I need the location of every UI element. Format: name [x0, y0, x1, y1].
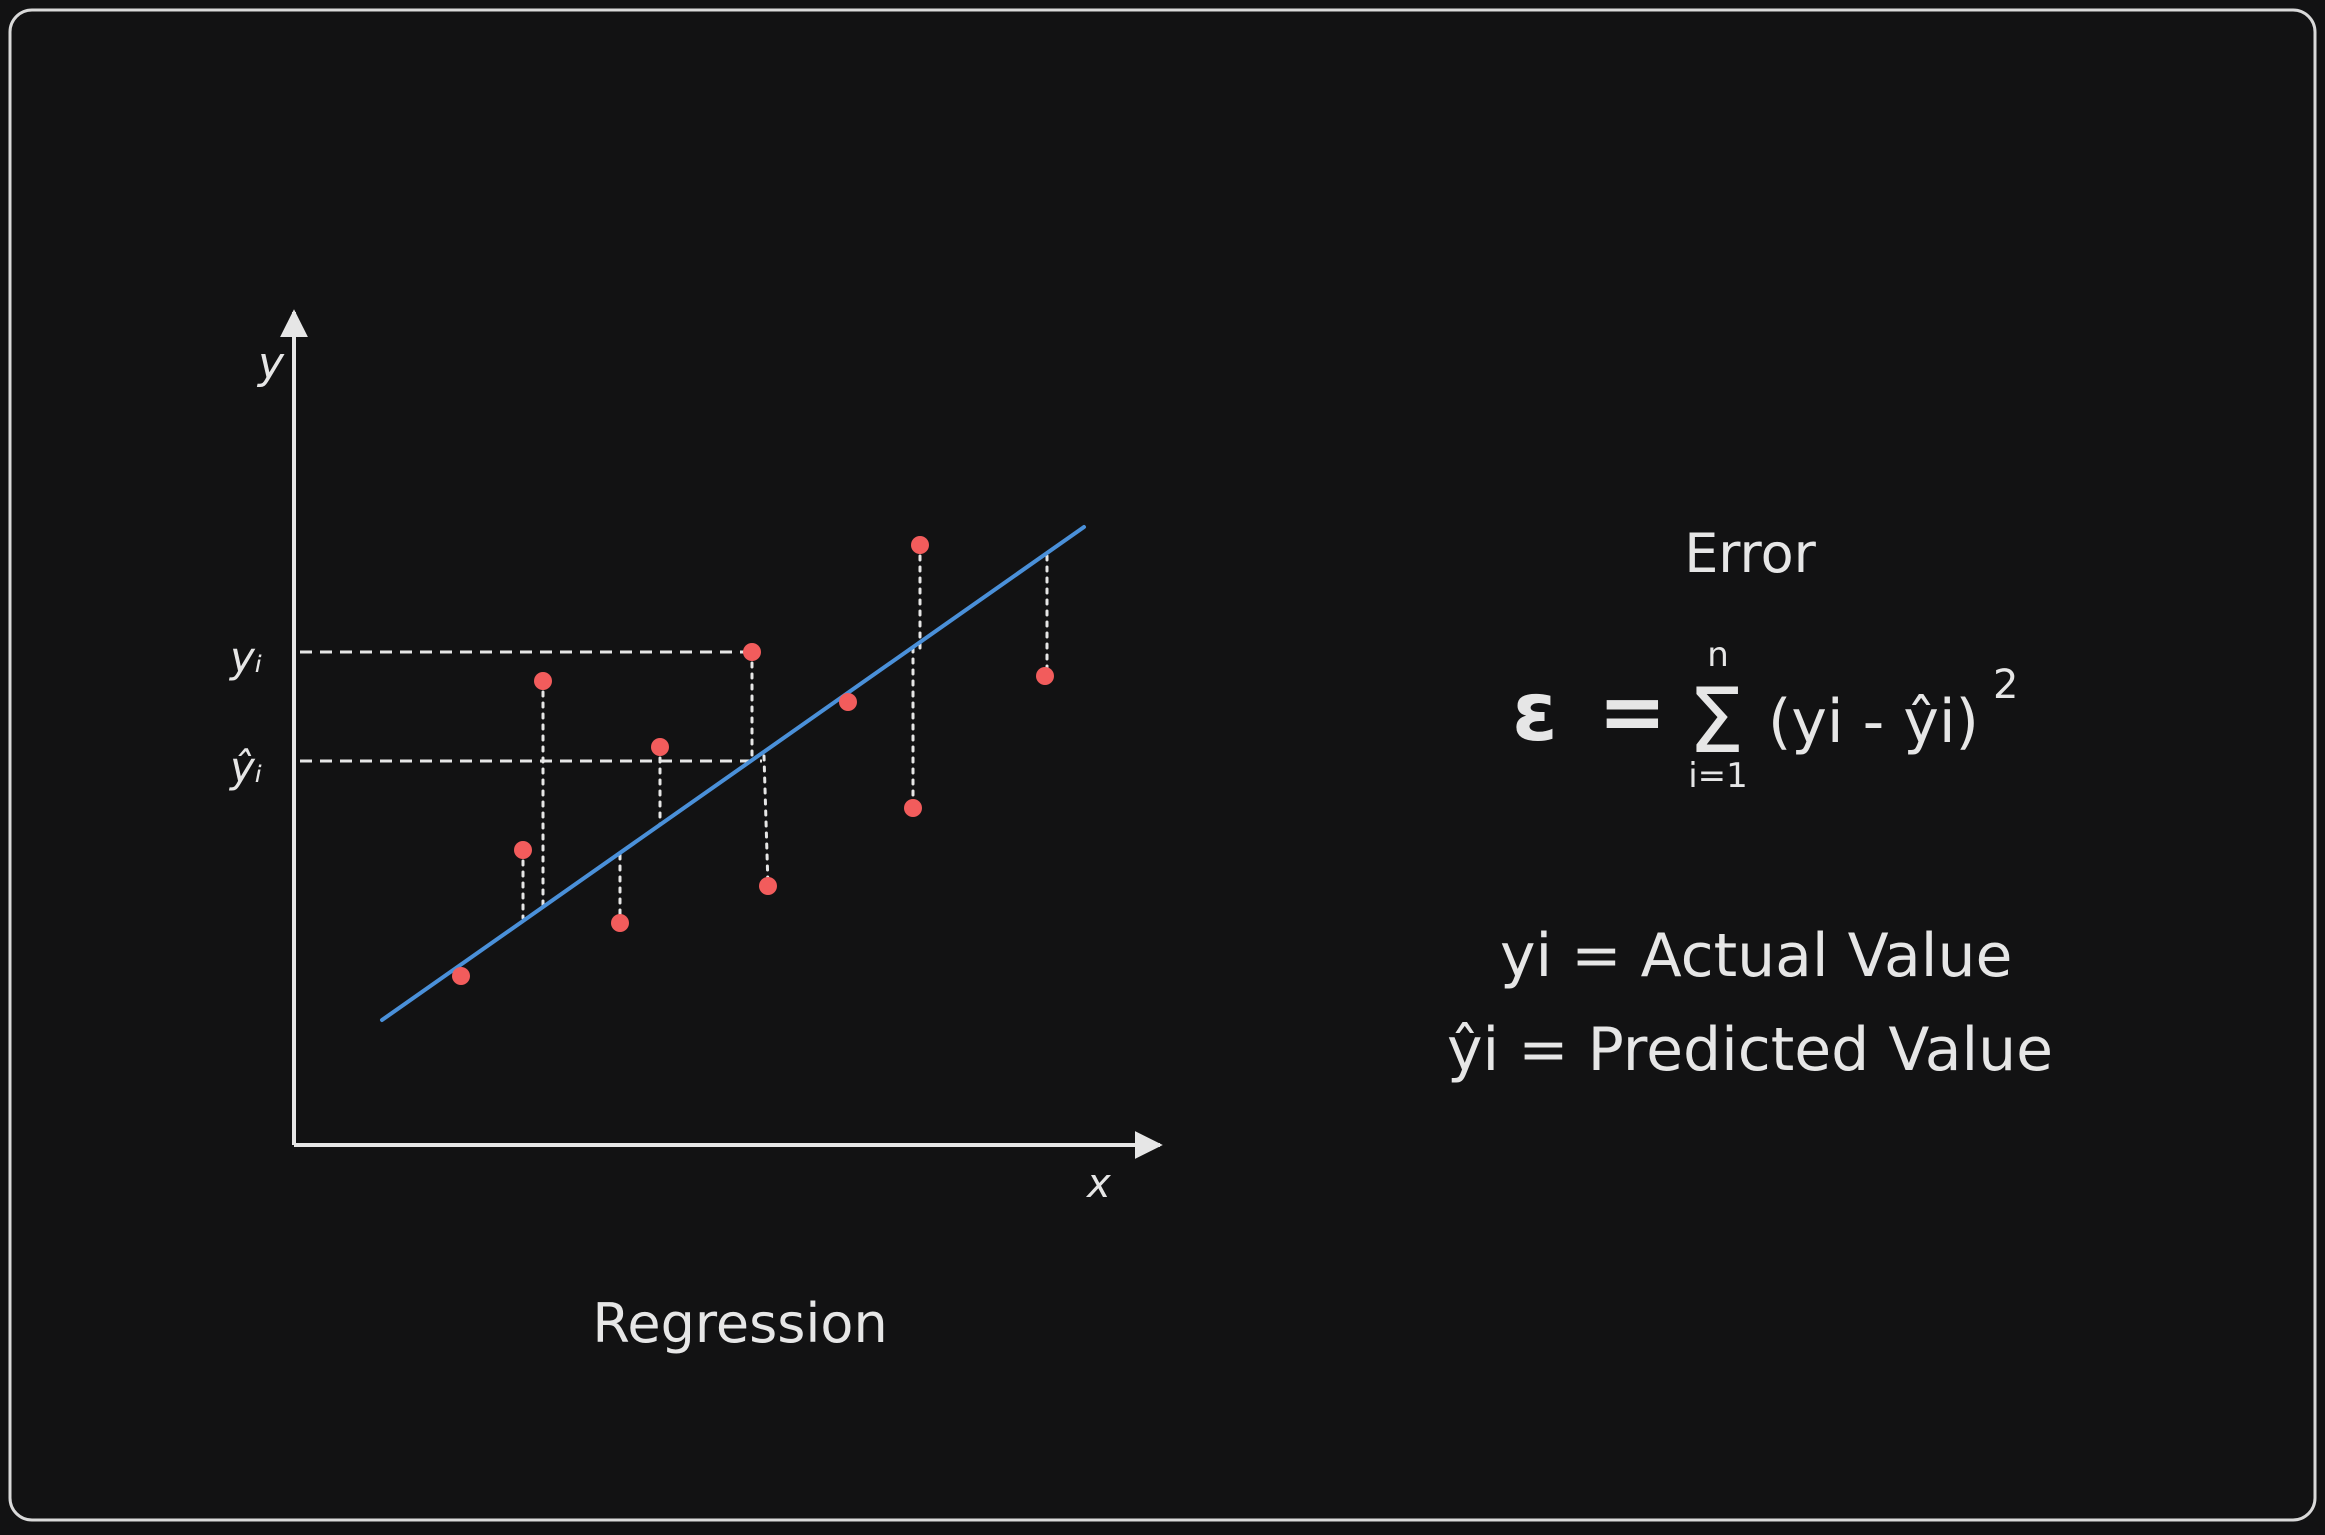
sum-upper-limit: n: [1707, 635, 1729, 675]
data-points: [452, 536, 1054, 985]
data-point: [534, 672, 552, 690]
data-point: [904, 799, 922, 817]
x-axis-label: x: [1085, 1161, 1111, 1207]
data-point: [759, 877, 777, 895]
frame-border: [8, 8, 2317, 1522]
epsilon-symbol: ε: [1512, 665, 1558, 760]
legend-actual: yi = Actual Value: [1500, 921, 2012, 991]
data-point: [839, 693, 857, 711]
residual-line: [762, 754, 770, 888]
data-point: [911, 536, 929, 554]
data-point: [651, 738, 669, 756]
equals-symbol: =: [1598, 665, 1667, 760]
formula-body: (yi - ŷi): [1768, 687, 1979, 757]
formula-exponent: 2: [1993, 662, 2018, 708]
residual-lines: [521, 543, 1049, 925]
y-tick-predicted-label: ŷᵢ: [228, 743, 262, 792]
legend-predicted: ŷi = Predicted Value: [1447, 1015, 2053, 1085]
formula-title: Error: [1684, 522, 1816, 585]
diagram-caption: Regression: [592, 1292, 887, 1355]
data-point: [514, 841, 532, 859]
regression-line: [380, 525, 1086, 1022]
data-point: [1036, 667, 1054, 685]
sum-lower-limit: i=1: [1688, 756, 1748, 796]
sigma-symbol: Σ: [1688, 669, 1745, 774]
data-point: [452, 967, 470, 985]
y-tick-actual-label: yᵢ: [228, 633, 262, 682]
y-axis-label: y: [256, 338, 285, 389]
data-point: [611, 914, 629, 932]
data-point: [743, 643, 761, 661]
